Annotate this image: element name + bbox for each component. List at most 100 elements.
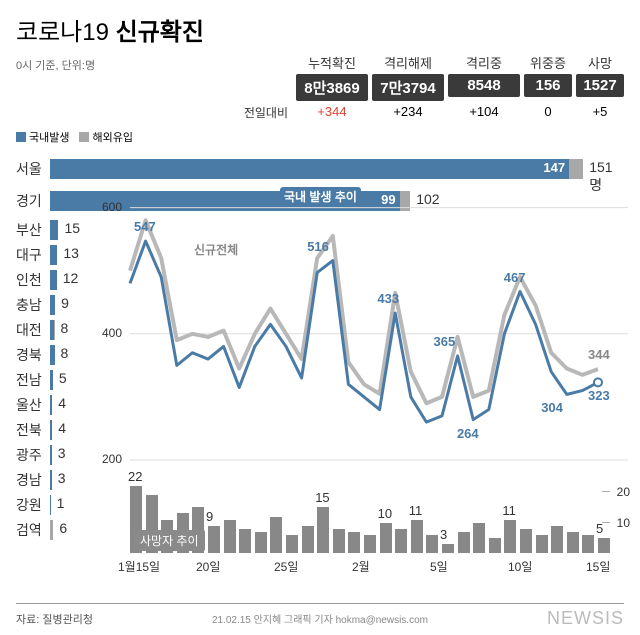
x-tick: 10일	[508, 558, 532, 575]
y-tick: 400	[102, 326, 122, 340]
stat-value: 156	[524, 74, 572, 97]
region-total: 9	[61, 295, 69, 311]
death-chart-label: 사망자 추이	[134, 530, 205, 551]
region-total: 4	[58, 395, 66, 411]
death-bar	[255, 532, 267, 553]
death-ytick: 20	[617, 485, 630, 499]
line-callout: 304	[541, 400, 563, 415]
region-bar-domestic	[50, 445, 52, 465]
y-tick: 600	[102, 200, 122, 214]
death-bar	[489, 538, 501, 553]
x-tick: 5일	[430, 558, 448, 575]
death-bar	[473, 523, 485, 553]
legend-domestic-label: 국내발생	[29, 129, 69, 145]
death-callout: 3	[440, 527, 447, 542]
region-total: 8	[61, 320, 69, 336]
death-bar	[395, 529, 407, 553]
stats-row: 누적확진8만3869격리해제7만3794격리중8548위중증156사망1527	[244, 53, 624, 101]
region-bar-domestic	[50, 420, 52, 440]
death-bar	[302, 526, 314, 553]
death-bar	[333, 529, 345, 553]
region-barbox: 147151명	[50, 159, 361, 179]
region-name: 울산	[16, 395, 50, 415]
x-tick: 20일	[196, 558, 220, 575]
region-name: 경기	[16, 191, 50, 211]
stat-label: 누적확진	[308, 53, 356, 72]
region-total: 15	[64, 220, 80, 236]
line-callout: 547	[134, 219, 156, 234]
region-name: 인천	[16, 270, 50, 290]
delta-value: +5	[576, 104, 624, 121]
subtitle: 0시 기준, 단위:명	[16, 57, 95, 73]
trend-label: 국내 발생 추이	[280, 187, 361, 206]
region-name: 서울	[16, 159, 50, 179]
death-callout: 9	[206, 509, 213, 524]
region-bar-domestic	[50, 345, 55, 365]
stat-label: 위중증	[530, 53, 566, 72]
delta-value: +344	[296, 104, 368, 121]
region-bar-overseas	[569, 159, 583, 179]
death-ytick: 10	[617, 516, 630, 530]
region-bar-domestic	[50, 295, 55, 315]
region-total: 4	[58, 420, 66, 436]
region-bar-domestic	[50, 495, 51, 515]
line-callout: 323	[588, 388, 610, 403]
delta-label: 전일대비	[244, 104, 288, 121]
region-name: 대구	[16, 245, 50, 265]
region-name: 부산	[16, 220, 50, 240]
region-total: 13	[63, 245, 79, 261]
region-total: 12	[63, 270, 79, 286]
region-name: 대전	[16, 320, 50, 340]
x-tick: 1월15일	[118, 558, 160, 575]
death-bar	[598, 538, 610, 553]
death-bar	[504, 520, 516, 553]
x-tick: 15일	[586, 558, 610, 575]
region-total: 8	[61, 345, 69, 361]
region-bar-overseas	[54, 320, 55, 340]
region-total: 1	[57, 495, 65, 511]
death-bar-chart: 10202291510113115사망자 추이1월15일20일25일2월5일10…	[130, 465, 628, 575]
header: 코로나19 신규확진	[16, 12, 624, 47]
death-bar	[208, 526, 220, 553]
death-callout: 15	[315, 490, 329, 505]
legend-swatch-overseas	[79, 132, 89, 142]
death-callout: 10	[378, 506, 392, 521]
delta-row: 전일대비 +344+234+1040+5	[244, 104, 624, 121]
death-bar	[348, 532, 360, 553]
legend-domestic: 국내발생	[16, 129, 69, 145]
region-bar-domestic	[50, 395, 52, 415]
stat-box: 사망1527	[576, 53, 624, 101]
region-bar-domestic	[50, 270, 57, 290]
stat-box: 격리중8548	[448, 53, 520, 101]
line-callout: 264	[457, 426, 479, 441]
region-name: 전남	[16, 370, 50, 390]
credit-text: 21.02.15 안지혜 그래픽 기자 hokma@newsis.com	[212, 611, 428, 626]
delta-value: 0	[524, 104, 572, 121]
logo: NEWSIS	[547, 608, 624, 629]
death-callout: 5	[596, 521, 603, 536]
x-tick: 2월	[352, 558, 370, 575]
line-callout: 433	[377, 291, 399, 306]
region-bar-domestic	[50, 370, 53, 390]
region-name: 광주	[16, 445, 50, 465]
stat-value: 8만3869	[296, 74, 368, 101]
y-tick: 200	[102, 452, 122, 466]
line-callout: 365	[434, 334, 456, 349]
region-bar-domestic	[50, 245, 57, 265]
death-bar	[520, 529, 532, 553]
region-total: 5	[59, 370, 67, 386]
line-callout: 467	[504, 270, 526, 285]
footer: 자료: 질병관리청 21.02.15 안지혜 그래픽 기자 hokma@news…	[16, 603, 624, 629]
stat-label: 사망	[588, 53, 612, 72]
death-bar	[536, 535, 548, 553]
region-bar-domestic	[50, 470, 52, 490]
death-bar	[411, 520, 423, 553]
legend-overseas: 해외유입	[79, 129, 132, 145]
death-bar	[582, 535, 594, 553]
death-bar	[270, 517, 282, 554]
region-name: 강원	[16, 495, 50, 515]
death-bar	[224, 520, 236, 553]
region-total: 151명	[589, 159, 612, 195]
page-title: 코로나19 신규확진	[16, 12, 204, 47]
legend-overseas-label: 해외유입	[92, 129, 132, 145]
